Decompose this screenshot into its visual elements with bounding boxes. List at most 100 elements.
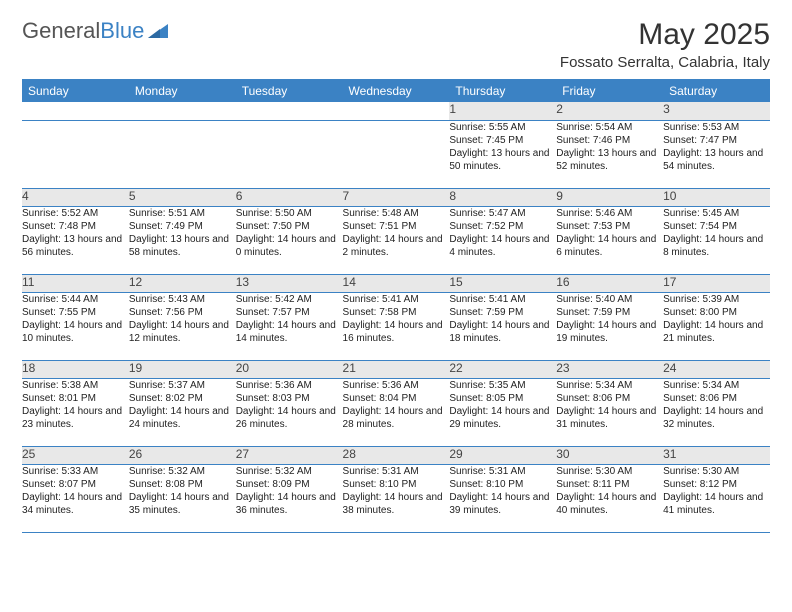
day-number-cell: 10 — [663, 188, 770, 206]
day-info-cell: Sunrise: 5:37 AMSunset: 8:02 PMDaylight:… — [129, 378, 236, 446]
weekday-header: Saturday — [663, 80, 770, 103]
day-number-cell — [236, 102, 343, 120]
day-info-cell: Sunrise: 5:42 AMSunset: 7:57 PMDaylight:… — [236, 292, 343, 360]
day-number-cell — [129, 102, 236, 120]
day-number-cell: 21 — [343, 360, 450, 378]
day-number-cell: 8 — [449, 188, 556, 206]
brand-text: GeneralBlue — [22, 18, 144, 44]
title-block: May 2025 Fossato Serralta, Calabria, Ita… — [560, 18, 770, 71]
day-info-cell: Sunrise: 5:36 AMSunset: 8:03 PMDaylight:… — [236, 378, 343, 446]
day-info-cell: Sunrise: 5:54 AMSunset: 7:46 PMDaylight:… — [556, 120, 663, 188]
day-number-cell: 7 — [343, 188, 450, 206]
weekday-header: Thursday — [449, 80, 556, 103]
day-number-cell: 16 — [556, 274, 663, 292]
day-info-cell: Sunrise: 5:51 AMSunset: 7:49 PMDaylight:… — [129, 206, 236, 274]
day-number-cell: 29 — [449, 446, 556, 464]
calendar-head: SundayMondayTuesdayWednesdayThursdayFrid… — [22, 80, 770, 103]
day-number-cell: 27 — [236, 446, 343, 464]
day-number-cell: 6 — [236, 188, 343, 206]
day-info-cell — [236, 120, 343, 188]
day-number-cell: 24 — [663, 360, 770, 378]
day-info-row: Sunrise: 5:44 AMSunset: 7:55 PMDaylight:… — [22, 292, 770, 360]
day-number-cell: 1 — [449, 102, 556, 120]
day-info-cell: Sunrise: 5:34 AMSunset: 8:06 PMDaylight:… — [663, 378, 770, 446]
brand-logo: GeneralBlue — [22, 18, 168, 44]
day-number-cell: 17 — [663, 274, 770, 292]
day-info-cell: Sunrise: 5:41 AMSunset: 7:59 PMDaylight:… — [449, 292, 556, 360]
day-number-cell: 3 — [663, 102, 770, 120]
day-info-cell: Sunrise: 5:43 AMSunset: 7:56 PMDaylight:… — [129, 292, 236, 360]
day-info-cell: Sunrise: 5:40 AMSunset: 7:59 PMDaylight:… — [556, 292, 663, 360]
weekday-header: Friday — [556, 80, 663, 103]
day-info-cell: Sunrise: 5:32 AMSunset: 8:08 PMDaylight:… — [129, 464, 236, 532]
day-number-cell: 31 — [663, 446, 770, 464]
weekday-header: Sunday — [22, 80, 129, 103]
day-number-row: 123 — [22, 102, 770, 120]
day-info-row: Sunrise: 5:55 AMSunset: 7:45 PMDaylight:… — [22, 120, 770, 188]
day-info-cell: Sunrise: 5:38 AMSunset: 8:01 PMDaylight:… — [22, 378, 129, 446]
day-info-cell — [129, 120, 236, 188]
day-number-cell: 26 — [129, 446, 236, 464]
day-info-cell: Sunrise: 5:48 AMSunset: 7:51 PMDaylight:… — [343, 206, 450, 274]
day-number-row: 25262728293031 — [22, 446, 770, 464]
day-info-cell: Sunrise: 5:30 AMSunset: 8:12 PMDaylight:… — [663, 464, 770, 532]
day-number-cell: 25 — [22, 446, 129, 464]
day-number-cell — [22, 102, 129, 120]
day-info-cell: Sunrise: 5:34 AMSunset: 8:06 PMDaylight:… — [556, 378, 663, 446]
day-info-cell: Sunrise: 5:46 AMSunset: 7:53 PMDaylight:… — [556, 206, 663, 274]
day-number-cell: 5 — [129, 188, 236, 206]
page-header: GeneralBlue May 2025 Fossato Serralta, C… — [22, 18, 770, 71]
day-number-cell: 2 — [556, 102, 663, 120]
calendar-table: SundayMondayTuesdayWednesdayThursdayFrid… — [22, 79, 770, 533]
day-info-cell: Sunrise: 5:36 AMSunset: 8:04 PMDaylight:… — [343, 378, 450, 446]
day-info-cell: Sunrise: 5:41 AMSunset: 7:58 PMDaylight:… — [343, 292, 450, 360]
calendar-body: 123Sunrise: 5:55 AMSunset: 7:45 PMDaylig… — [22, 102, 770, 532]
day-number-cell: 20 — [236, 360, 343, 378]
day-number-cell: 19 — [129, 360, 236, 378]
day-number-cell: 4 — [22, 188, 129, 206]
day-info-row: Sunrise: 5:38 AMSunset: 8:01 PMDaylight:… — [22, 378, 770, 446]
day-info-row: Sunrise: 5:33 AMSunset: 8:07 PMDaylight:… — [22, 464, 770, 532]
day-number-cell: 22 — [449, 360, 556, 378]
day-info-cell: Sunrise: 5:44 AMSunset: 7:55 PMDaylight:… — [22, 292, 129, 360]
day-info-cell: Sunrise: 5:32 AMSunset: 8:09 PMDaylight:… — [236, 464, 343, 532]
day-number-cell: 15 — [449, 274, 556, 292]
brand-word2: Blue — [100, 18, 144, 43]
day-info-cell: Sunrise: 5:31 AMSunset: 8:10 PMDaylight:… — [343, 464, 450, 532]
day-number-cell: 18 — [22, 360, 129, 378]
day-number-cell: 30 — [556, 446, 663, 464]
day-info-cell: Sunrise: 5:45 AMSunset: 7:54 PMDaylight:… — [663, 206, 770, 274]
month-title: May 2025 — [560, 18, 770, 52]
weekday-header: Wednesday — [343, 80, 450, 103]
location-text: Fossato Serralta, Calabria, Italy — [560, 54, 770, 71]
day-info-cell — [22, 120, 129, 188]
weekday-header: Monday — [129, 80, 236, 103]
day-info-cell: Sunrise: 5:47 AMSunset: 7:52 PMDaylight:… — [449, 206, 556, 274]
day-number-cell: 13 — [236, 274, 343, 292]
day-number-row: 18192021222324 — [22, 360, 770, 378]
day-number-cell: 12 — [129, 274, 236, 292]
day-info-cell: Sunrise: 5:39 AMSunset: 8:00 PMDaylight:… — [663, 292, 770, 360]
day-info-row: Sunrise: 5:52 AMSunset: 7:48 PMDaylight:… — [22, 206, 770, 274]
day-number-cell: 9 — [556, 188, 663, 206]
day-info-cell: Sunrise: 5:53 AMSunset: 7:47 PMDaylight:… — [663, 120, 770, 188]
day-number-cell: 14 — [343, 274, 450, 292]
day-info-cell: Sunrise: 5:50 AMSunset: 7:50 PMDaylight:… — [236, 206, 343, 274]
day-number-cell: 28 — [343, 446, 450, 464]
day-number-row: 11121314151617 — [22, 274, 770, 292]
weekday-header: Tuesday — [236, 80, 343, 103]
day-info-cell: Sunrise: 5:52 AMSunset: 7:48 PMDaylight:… — [22, 206, 129, 274]
day-info-cell: Sunrise: 5:30 AMSunset: 8:11 PMDaylight:… — [556, 464, 663, 532]
day-number-cell: 23 — [556, 360, 663, 378]
day-number-cell — [343, 102, 450, 120]
day-info-cell: Sunrise: 5:33 AMSunset: 8:07 PMDaylight:… — [22, 464, 129, 532]
day-number-row: 45678910 — [22, 188, 770, 206]
day-number-cell: 11 — [22, 274, 129, 292]
weekday-row: SundayMondayTuesdayWednesdayThursdayFrid… — [22, 80, 770, 103]
day-info-cell: Sunrise: 5:55 AMSunset: 7:45 PMDaylight:… — [449, 120, 556, 188]
brand-triangle-icon — [148, 24, 168, 38]
day-info-cell: Sunrise: 5:35 AMSunset: 8:05 PMDaylight:… — [449, 378, 556, 446]
day-info-cell — [343, 120, 450, 188]
brand-word1: General — [22, 18, 100, 43]
day-info-cell: Sunrise: 5:31 AMSunset: 8:10 PMDaylight:… — [449, 464, 556, 532]
